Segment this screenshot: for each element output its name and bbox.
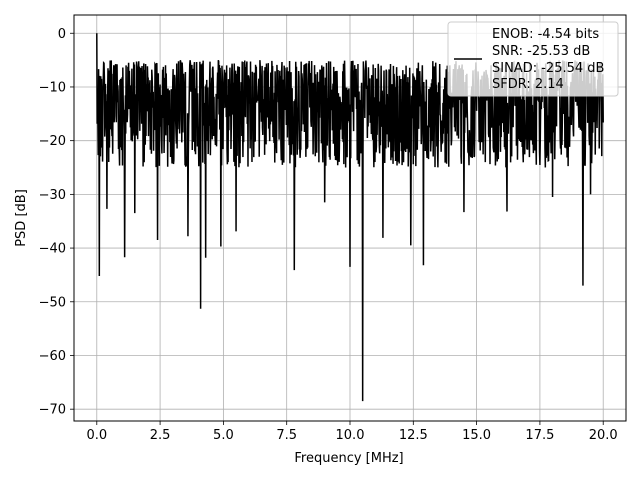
legend-sfdr: SFDR: 2.14 (492, 77, 564, 92)
x-tick-label: 7.5 (276, 428, 297, 443)
y-axis-title: PSD [dB] (14, 189, 29, 247)
y-tick-label: −10 (39, 80, 66, 95)
y-tick-label: −20 (39, 134, 66, 149)
y-tick-label: −70 (39, 403, 66, 418)
x-axis-title: Frequency [MHz] (294, 451, 403, 466)
x-tick-label: 20.0 (589, 428, 618, 443)
x-axis: 0.0 2.5 5.0 7.5 10.0 12.5 15.0 17.5 20.0 (86, 421, 618, 443)
x-tick-label: 5.0 (213, 428, 234, 443)
x-tick-label: 2.5 (150, 428, 171, 443)
x-tick-label: 17.5 (525, 428, 554, 443)
legend: ENOB: -4.54 bits SNR: -25.53 dB SINAD: -… (447, 21, 619, 97)
legend-sinad: SINAD: -25.54 dB (492, 61, 604, 76)
y-axis: 0 −10 −20 −30 −40 −50 −60 −70 (39, 27, 74, 418)
x-tick-label: 10.0 (336, 428, 365, 443)
y-tick-label: −40 (39, 242, 66, 257)
x-tick-label: 15.0 (462, 428, 491, 443)
x-tick-label: 12.5 (399, 428, 428, 443)
legend-snr: SNR: -25.53 dB (492, 44, 590, 59)
legend-enob: ENOB: -4.54 bits (492, 27, 599, 42)
legend-box (447, 21, 619, 97)
y-tick-label: −60 (39, 349, 66, 364)
x-tick-label: 0.0 (86, 428, 107, 443)
y-tick-label: 0 (58, 27, 66, 42)
y-tick-label: −50 (39, 295, 66, 310)
y-tick-label: −30 (39, 188, 66, 203)
